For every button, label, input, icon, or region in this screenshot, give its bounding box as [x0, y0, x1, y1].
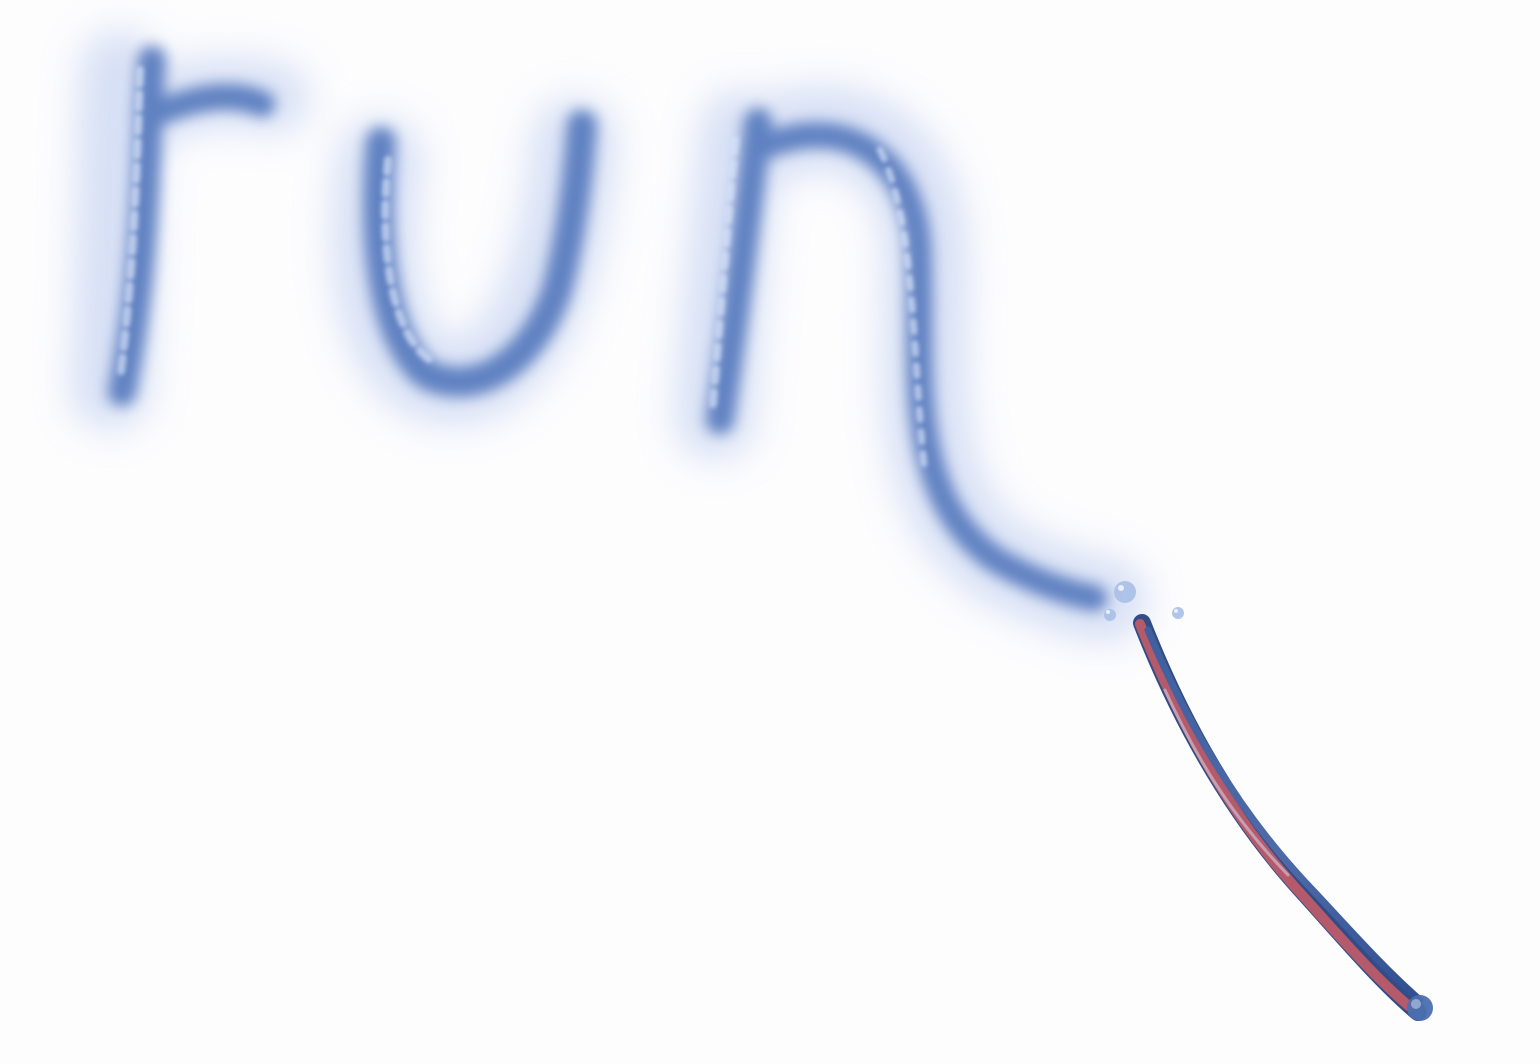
- letter-r-arm: [147, 83, 275, 125]
- droplets: [1104, 581, 1184, 621]
- droplet: [1114, 581, 1136, 603]
- droplet: [1104, 609, 1116, 621]
- wand-end: [1407, 995, 1433, 1021]
- letter-r-stem: [108, 46, 166, 406]
- letter-n-stem: [706, 108, 772, 434]
- wand: [1133, 614, 1433, 1021]
- smoke-texture: [116, 66, 929, 479]
- droplet: [1172, 607, 1184, 619]
- letter-u-stroke: [363, 110, 597, 397]
